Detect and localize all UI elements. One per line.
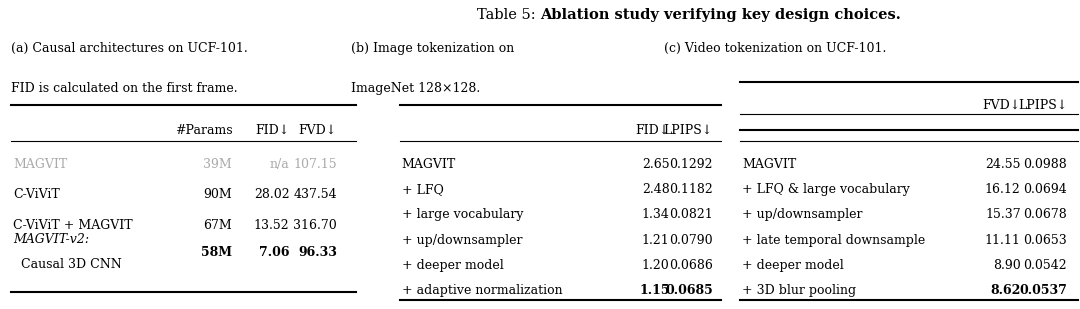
- Text: 96.33: 96.33: [298, 246, 337, 259]
- Text: (b) Image tokenization on: (b) Image tokenization on: [351, 42, 514, 55]
- Text: 39M: 39M: [203, 158, 232, 171]
- Text: 8.90: 8.90: [993, 259, 1021, 272]
- Text: 58M: 58M: [201, 246, 232, 259]
- Text: 11.11: 11.11: [985, 234, 1021, 247]
- Text: 7.06: 7.06: [259, 246, 289, 259]
- Text: (a) Causal architectures on UCF-101.: (a) Causal architectures on UCF-101.: [11, 42, 247, 55]
- Text: 67M: 67M: [203, 219, 232, 232]
- Text: MAGVIT: MAGVIT: [402, 158, 456, 171]
- Text: 2.65: 2.65: [642, 158, 670, 171]
- Text: Table 5:: Table 5:: [476, 8, 540, 22]
- Text: MAGVIT: MAGVIT: [13, 158, 67, 171]
- Text: + large vocabulary: + large vocabulary: [402, 208, 523, 221]
- Text: 437.54: 437.54: [294, 188, 337, 201]
- Text: + 3D blur pooling: + 3D blur pooling: [742, 284, 856, 297]
- Text: C-ViViT: C-ViViT: [13, 188, 59, 201]
- Text: n/a: n/a: [270, 158, 289, 171]
- Text: 1.21: 1.21: [642, 234, 670, 247]
- Text: 90M: 90M: [203, 188, 232, 201]
- Text: 16.12: 16.12: [985, 183, 1021, 196]
- Text: 0.1182: 0.1182: [669, 183, 713, 196]
- Text: LPIPS↓: LPIPS↓: [663, 124, 713, 137]
- Text: FVD↓: FVD↓: [983, 99, 1021, 112]
- Text: FID↓: FID↓: [255, 124, 289, 137]
- Text: 28.02: 28.02: [254, 188, 289, 201]
- Text: 0.0686: 0.0686: [669, 259, 713, 272]
- Text: 13.52: 13.52: [254, 219, 289, 232]
- Text: ImageNet 128×128.: ImageNet 128×128.: [351, 82, 481, 95]
- Text: FVD↓: FVD↓: [299, 124, 337, 137]
- Text: C-ViViT + MAGVIT: C-ViViT + MAGVIT: [13, 219, 133, 232]
- Text: LPIPS↓: LPIPS↓: [1017, 99, 1067, 112]
- Text: #Params: #Params: [175, 124, 232, 137]
- Text: FID↓: FID↓: [635, 124, 670, 137]
- Text: 0.0537: 0.0537: [1020, 284, 1067, 297]
- Text: 24.55: 24.55: [985, 158, 1021, 171]
- Text: + up/downsampler: + up/downsampler: [402, 234, 523, 247]
- Text: Ablation study verifying key design choices.: Ablation study verifying key design choi…: [540, 8, 901, 22]
- Text: 0.0678: 0.0678: [1023, 208, 1067, 221]
- Text: 0.0790: 0.0790: [670, 234, 713, 247]
- Text: + LFQ & large vocabulary: + LFQ & large vocabulary: [742, 183, 909, 196]
- Text: 107.15: 107.15: [294, 158, 337, 171]
- Text: 0.0694: 0.0694: [1023, 183, 1067, 196]
- Text: + up/downsampler: + up/downsampler: [742, 208, 863, 221]
- Text: + adaptive normalization: + adaptive normalization: [402, 284, 563, 297]
- Text: 0.0542: 0.0542: [1024, 259, 1067, 272]
- Text: + deeper model: + deeper model: [742, 259, 843, 272]
- Text: 0.0685: 0.0685: [665, 284, 713, 297]
- Text: 0.0988: 0.0988: [1023, 158, 1067, 171]
- Text: 1.34: 1.34: [642, 208, 670, 221]
- Text: + late temporal downsample: + late temporal downsample: [742, 234, 926, 247]
- Text: FID is calculated on the first frame.: FID is calculated on the first frame.: [11, 82, 238, 95]
- Text: 1.15: 1.15: [639, 284, 670, 297]
- Text: Causal 3D CNN: Causal 3D CNN: [13, 258, 122, 271]
- Text: 1.20: 1.20: [642, 259, 670, 272]
- Text: 0.0653: 0.0653: [1023, 234, 1067, 247]
- Text: 2.48: 2.48: [642, 183, 670, 196]
- Text: 316.70: 316.70: [293, 219, 337, 232]
- Text: + LFQ: + LFQ: [402, 183, 444, 196]
- Text: 0.1292: 0.1292: [670, 158, 713, 171]
- Text: MAGVIT-v2:: MAGVIT-v2:: [13, 233, 89, 246]
- Text: + deeper model: + deeper model: [402, 259, 503, 272]
- Text: (c) Video tokenization on UCF-101.: (c) Video tokenization on UCF-101.: [664, 42, 887, 55]
- Text: MAGVIT: MAGVIT: [742, 158, 796, 171]
- Text: 8.62: 8.62: [990, 284, 1021, 297]
- Text: 0.0821: 0.0821: [669, 208, 713, 221]
- Text: 15.37: 15.37: [985, 208, 1021, 221]
